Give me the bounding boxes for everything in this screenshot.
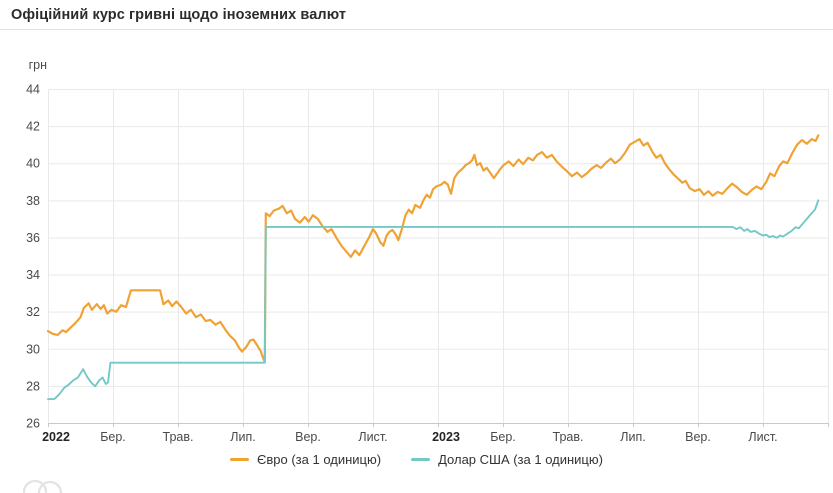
x-axis-tick-label: Лист. (748, 430, 777, 444)
y-axis-unit-label: грн (28, 58, 47, 72)
x-axis-tick-label: 2022 (42, 430, 70, 444)
series-line-usd[interactable] (47, 199, 820, 401)
legend-item-usd[interactable]: Долар США (за 1 одиницю) (411, 452, 603, 467)
page-title: Офіційний курс гривні щодо іноземних вал… (11, 6, 347, 23)
chart-legend: Євро (за 1 одиницю) Долар США (за 1 один… (0, 452, 833, 467)
y-axis-tick-label: 30 (26, 342, 40, 356)
x-axis-tick-label: Бер. (100, 430, 126, 444)
y-axis-tick-label: 44 (26, 83, 40, 97)
usd-line-swatch-icon (411, 458, 431, 461)
x-axis-tick-label: 2023 (432, 430, 460, 444)
chart-header: Офіційний курс гривні щодо іноземних вал… (0, 0, 833, 30)
x-axis-tick-label: Вер. (295, 430, 321, 444)
y-axis-tick-label: 36 (26, 231, 40, 245)
legend-label: Долар США (за 1 одиницю) (438, 452, 603, 467)
y-axis-tick-label: 40 (26, 157, 40, 171)
series-line-euro[interactable] (46, 134, 820, 363)
legend-label: Євро (за 1 одиницю) (257, 452, 382, 467)
amcharts-watermark-icon[interactable] (12, 474, 82, 493)
x-axis-tick-label: Лип. (620, 430, 645, 444)
euro-line-swatch-icon (230, 458, 250, 461)
y-axis-tick-label: 32 (26, 305, 40, 319)
y-axis-tick-label: 26 (26, 417, 40, 431)
x-axis-tick-label: Бер. (490, 430, 516, 444)
y-axis-tick-label: 38 (26, 194, 40, 208)
x-axis-tick-label: Вер. (685, 430, 711, 444)
y-axis-tick-label: 42 (26, 120, 40, 134)
x-axis-tick-label: Трав. (163, 430, 194, 444)
x-axis-tick-label: Трав. (553, 430, 584, 444)
x-axis-tick-label: Лист. (358, 430, 387, 444)
legend-item-euro[interactable]: Євро (за 1 одиницю) (230, 452, 381, 467)
y-axis-tick-label: 28 (26, 379, 40, 393)
x-axis-tick-label: Лип. (230, 430, 255, 444)
y-axis-tick-label: 34 (26, 268, 40, 282)
